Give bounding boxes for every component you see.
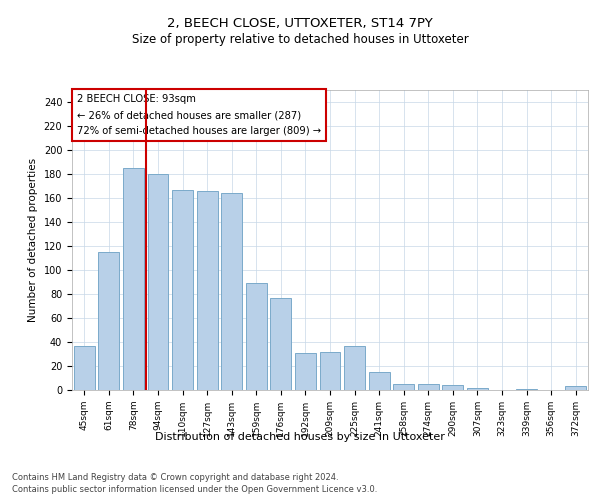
Bar bbox=[123, 168, 144, 390]
Text: Distribution of detached houses by size in Uttoxeter: Distribution of detached houses by size … bbox=[155, 432, 445, 442]
Bar bbox=[344, 346, 365, 390]
Text: Contains public sector information licensed under the Open Government Licence v3: Contains public sector information licen… bbox=[12, 485, 377, 494]
Bar bbox=[221, 193, 242, 390]
Bar bbox=[172, 190, 193, 390]
Bar bbox=[516, 389, 537, 390]
Bar bbox=[197, 191, 218, 390]
Text: Size of property relative to detached houses in Uttoxeter: Size of property relative to detached ho… bbox=[131, 32, 469, 46]
Bar bbox=[295, 353, 316, 390]
Bar bbox=[98, 252, 119, 390]
Bar bbox=[320, 352, 340, 390]
Text: 2 BEECH CLOSE: 93sqm
← 26% of detached houses are smaller (287)
72% of semi-deta: 2 BEECH CLOSE: 93sqm ← 26% of detached h… bbox=[77, 94, 321, 136]
Bar bbox=[271, 298, 292, 390]
Bar bbox=[393, 384, 414, 390]
Bar bbox=[148, 174, 169, 390]
Text: 2, BEECH CLOSE, UTTOXETER, ST14 7PY: 2, BEECH CLOSE, UTTOXETER, ST14 7PY bbox=[167, 18, 433, 30]
Bar bbox=[565, 386, 586, 390]
Bar bbox=[418, 384, 439, 390]
Text: Contains HM Land Registry data © Crown copyright and database right 2024.: Contains HM Land Registry data © Crown c… bbox=[12, 472, 338, 482]
Bar bbox=[368, 372, 389, 390]
Bar bbox=[442, 385, 463, 390]
Bar bbox=[467, 388, 488, 390]
Bar bbox=[74, 346, 95, 390]
Y-axis label: Number of detached properties: Number of detached properties bbox=[28, 158, 38, 322]
Bar bbox=[246, 283, 267, 390]
